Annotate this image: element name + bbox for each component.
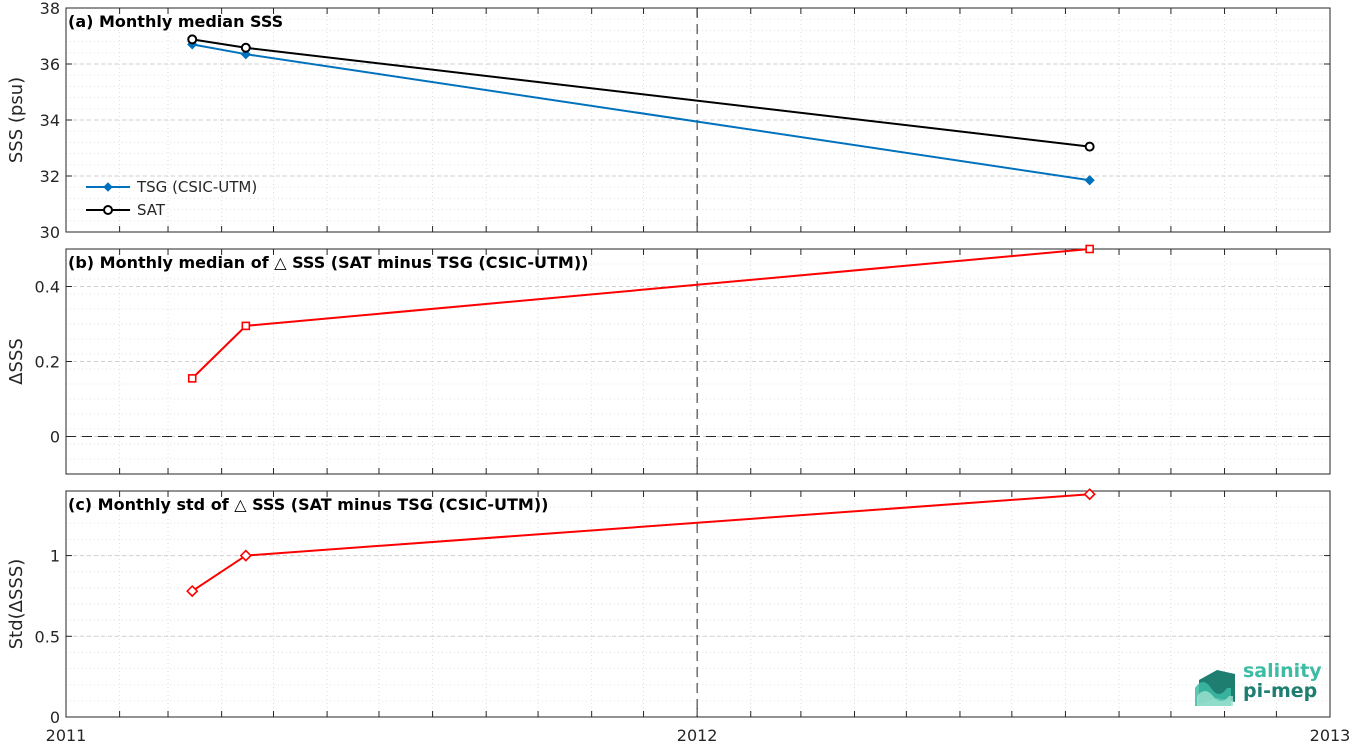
data-point-circle: [240, 42, 251, 53]
y-tick-label: 30: [40, 223, 60, 242]
panel-title: (b) Monthly median of △ SSS (SAT minus T…: [68, 253, 588, 272]
y-axis-label: SSS (psu): [6, 77, 27, 163]
y-tick-label: 0.4: [35, 278, 60, 297]
x-tick-label: 2012: [677, 726, 718, 745]
y-tick-label: 0: [50, 428, 60, 447]
panel-a-monthly-median-sss: 30 32 34 36 38 SSS (psu) (a) Monthly median SS…: [6, 0, 1331, 242]
logo-line1: salinity: [1243, 660, 1322, 682]
data-point-square: [241, 321, 251, 331]
data-point-circle: [187, 34, 198, 45]
logo-line2: pi-mep: [1243, 680, 1317, 702]
legend-marker-diamond: [103, 182, 113, 192]
data-point-diamond: [239, 549, 252, 562]
y-tick-label: 0.2: [35, 353, 60, 372]
y-tick-label: 1: [50, 547, 60, 566]
y-tick-label: 34: [40, 111, 60, 130]
legend: TSG (CSIC-UTM) SAT: [86, 178, 257, 219]
logo-wave-icon: [1195, 670, 1235, 706]
x-tick-label: 2011: [46, 726, 87, 745]
legend-label: SAT: [137, 201, 166, 219]
y-tick-label: 32: [40, 167, 60, 186]
data-point-square: [1085, 244, 1094, 254]
x-tick-label: 2013: [1310, 726, 1351, 745]
data-point-diamond: [1084, 175, 1095, 186]
legend-label: TSG (CSIC-UTM): [136, 178, 257, 196]
y-tick-label: 0.5: [35, 627, 60, 646]
y-axis-label: ΔSSS: [6, 338, 27, 385]
panel-c-std-delta-sss: 0 0.5 1 2011 2012 2013 Std(ΔSSS) (c) Monthly st…: [6, 488, 1351, 745]
y-tick-label: 0: [50, 708, 60, 727]
legend-marker-circle: [103, 205, 113, 215]
y-tick-label: 36: [40, 55, 60, 74]
data-point-circle: [1084, 141, 1095, 152]
data-point-diamond: [186, 584, 199, 598]
y-tick-label: 38: [40, 0, 60, 18]
salinity-pi-mep-logo: salinity pi-mep: [1195, 660, 1322, 706]
panel-title: (a) Monthly median SSS: [68, 12, 283, 31]
y-axis-label: Std(ΔSSS): [6, 559, 27, 650]
panel-title: (c) Monthly std of △ SSS (SAT minus TSG …: [68, 495, 548, 514]
data-point-diamond: [1083, 488, 1096, 501]
axes-box: [65, 490, 1331, 718]
data-point-square: [187, 374, 197, 383]
panel-b-median-delta-sss: 0 0.2 0.4 ΔSSS (b) Monthly median of △ SSS (…: [6, 244, 1331, 475]
